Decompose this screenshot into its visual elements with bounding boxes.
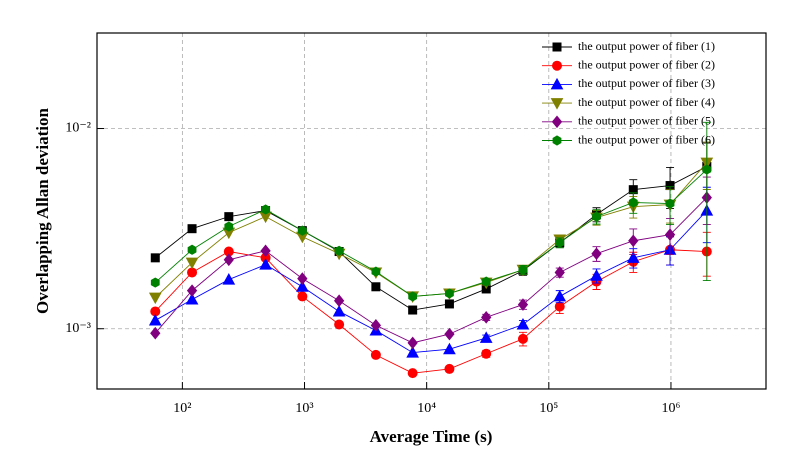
marker [552, 60, 562, 71]
marker [224, 212, 234, 222]
marker [297, 225, 307, 236]
marker [408, 305, 418, 315]
marker [185, 257, 199, 270]
marker [370, 349, 381, 360]
x-tick-label: 10³ [295, 401, 313, 416]
marker [224, 221, 234, 232]
error-bar [702, 121, 711, 282]
marker [185, 292, 199, 305]
x-tick-label: 10⁴ [417, 401, 436, 416]
plot-frame [96, 32, 767, 390]
series-line [154, 166, 708, 311]
marker [590, 269, 603, 281]
marker [628, 234, 639, 248]
marker [150, 277, 160, 288]
marker [664, 228, 676, 241]
marker [371, 266, 381, 277]
marker [444, 363, 455, 374]
marker [444, 299, 454, 309]
marker [481, 311, 492, 324]
marker [259, 258, 272, 270]
series-line [155, 210, 708, 354]
marker [702, 164, 712, 175]
marker [550, 98, 564, 110]
marker [297, 291, 308, 302]
marker [626, 251, 640, 263]
marker [554, 301, 565, 312]
marker [187, 224, 197, 234]
marker [665, 198, 675, 209]
marker [260, 244, 271, 258]
marker [592, 211, 601, 222]
y-tick-label: 10⁻² [65, 121, 91, 136]
marker [186, 284, 198, 297]
marker [150, 253, 160, 263]
x-tick-label: 10² [173, 401, 191, 416]
marker [148, 313, 162, 326]
marker [552, 135, 562, 146]
marker [517, 298, 529, 311]
marker [332, 304, 346, 317]
marker [407, 368, 418, 379]
marker [552, 42, 562, 52]
marker [297, 272, 308, 285]
marker [334, 319, 345, 330]
marker [406, 346, 420, 358]
marker [554, 266, 565, 279]
x-tick-label: 10⁶ [662, 401, 681, 416]
marker [555, 237, 565, 248]
series-line [154, 197, 708, 344]
marker [551, 115, 563, 129]
marker [591, 247, 602, 260]
marker [518, 264, 528, 275]
marker [223, 253, 234, 267]
marker [517, 333, 528, 344]
marker [407, 336, 418, 350]
marker [187, 244, 197, 255]
legend-label: the output power of fiber (6) [578, 132, 715, 146]
marker [296, 280, 309, 292]
marker [444, 327, 455, 341]
marker [150, 326, 161, 340]
marker [481, 276, 491, 287]
marker [148, 292, 162, 305]
marker [371, 282, 381, 292]
y-axis-label: Overlapping Allan deviation [33, 107, 52, 313]
x-axis-label: Average Time (s) [370, 427, 493, 446]
y-tick-label: 10⁻³ [65, 321, 91, 336]
marker [553, 289, 567, 302]
marker [333, 294, 345, 308]
legend-label: the output power of fiber (5) [578, 114, 715, 128]
marker [187, 267, 198, 278]
marker [628, 197, 638, 208]
legend-label: the output power of fiber (4) [578, 95, 715, 109]
marker [222, 273, 236, 285]
marker [481, 348, 492, 359]
marker [408, 291, 418, 302]
marker [479, 331, 493, 343]
series-line [154, 169, 708, 297]
series-line [154, 249, 707, 374]
legend-label: the output power of fiber (3) [578, 76, 715, 90]
x-tick-label: 10⁵ [539, 401, 558, 416]
marker [516, 317, 530, 330]
marker [443, 342, 456, 355]
marker [445, 288, 454, 299]
marker [334, 245, 344, 256]
marker [550, 77, 564, 90]
legend-label: the output power of fiber (2) [578, 57, 715, 71]
legend-label: the output power of fiber (1) [578, 39, 715, 53]
marker [370, 319, 382, 332]
marker [261, 204, 270, 215]
